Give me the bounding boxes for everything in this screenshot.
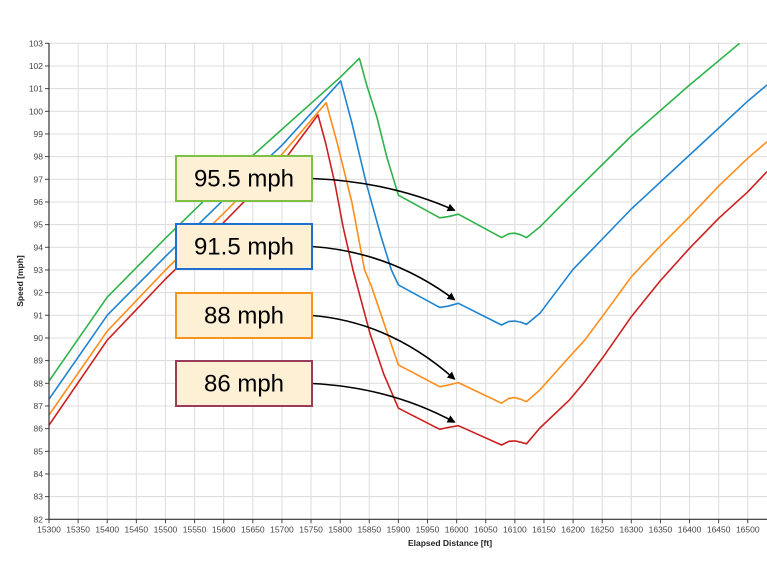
x-tick-label: 15900 [387, 524, 411, 534]
x-tick-label: 15500 [154, 524, 178, 534]
y-tick-label: 84 [34, 469, 44, 479]
y-tick-label: 102 [29, 61, 43, 71]
x-tick-label: 16150 [532, 524, 556, 534]
y-tick-label: 101 [29, 84, 43, 94]
x-tick-label: 16400 [678, 524, 702, 534]
x-tick-label: 15550 [183, 524, 207, 534]
annotation-label: 95.5 mph [194, 166, 294, 193]
y-tick-label: 97 [34, 174, 44, 184]
annotation-label: 86 mph [204, 371, 284, 398]
series-line-1 [49, 43, 741, 382]
annotation-2: 91.5 mph [175, 223, 456, 301]
x-tick-label: 16500 [736, 524, 760, 534]
y-tick-label: 94 [34, 242, 44, 252]
x-tick-label: 16100 [503, 524, 527, 534]
x-tick-label: 15950 [416, 524, 440, 534]
x-tick-label: 16250 [590, 524, 614, 534]
x-tick-label: 15600 [212, 524, 236, 534]
y-axis-title: Speed [mph] [15, 255, 25, 307]
y-tick-label: 99 [34, 129, 44, 139]
annotation-1: 95.5 mph [175, 155, 456, 212]
x-tick-label: 15300 [37, 524, 61, 534]
y-tick-label: 88 [34, 378, 44, 388]
x-tick-label: 16300 [619, 524, 643, 534]
axes: 15300 15350 15400 15450 15500 15550 15600 15650… [29, 38, 767, 534]
y-tick-label: 93 [34, 265, 44, 275]
annotations: 95.5 mph 91.5 mph 88 mph 86 mph [175, 155, 456, 423]
y-tick-label: 96 [34, 197, 44, 207]
y-tick-label: 85 [34, 446, 44, 456]
annotation-arrow [311, 177, 456, 212]
grid [48, 42, 767, 520]
annotation-arrow [311, 314, 456, 380]
y-tick-label: 83 [34, 492, 44, 502]
x-tick-label: 15800 [328, 524, 352, 534]
y-tick-label: 82 [34, 514, 44, 524]
y-tick-label: 87 [34, 401, 44, 411]
x-axis-title: Elapsed Distance [ft] [408, 538, 492, 548]
y-tick-label: 95 [34, 220, 44, 230]
y-tick-label: 89 [34, 356, 44, 366]
x-tick-label: 15750 [299, 524, 323, 534]
x-tick-label: 16200 [561, 524, 585, 534]
x-tick-label: 16050 [474, 524, 498, 534]
series-line-4 [49, 114, 767, 446]
annotation-label: 88 mph [204, 303, 284, 330]
series-line-2 [49, 80, 767, 400]
y-tick-label: 91 [34, 310, 44, 320]
y-tick-label: 98 [34, 152, 44, 162]
y-tick-label: 92 [34, 288, 44, 298]
x-tick-label: 16350 [649, 524, 673, 534]
x-tick-label: 15850 [357, 524, 381, 534]
x-tick-label: 16450 [707, 524, 731, 534]
y-tick-label: 86 [34, 424, 44, 434]
annotation-box [175, 223, 313, 270]
x-tick-label: 15400 [95, 524, 119, 534]
x-tick-label: 15700 [270, 524, 294, 534]
y-tick-label: 103 [29, 38, 43, 48]
annotation-4: 86 mph [175, 360, 456, 423]
x-tick-label: 15450 [125, 524, 149, 534]
x-tick-label: 15650 [241, 524, 265, 534]
y-tick-label: 90 [34, 333, 44, 343]
annotation-3: 88 mph [175, 292, 456, 380]
y-tick-label: 100 [29, 106, 43, 116]
annotation-arrow [311, 245, 456, 301]
series-group [49, 43, 767, 446]
series-line-3 [49, 101, 767, 416]
x-tick-label: 16000 [445, 524, 469, 534]
annotation-box [175, 292, 313, 339]
annotation-box [175, 155, 313, 202]
annotation-box [175, 360, 313, 407]
x-tick-label: 15350 [66, 524, 90, 534]
annotation-label: 91.5 mph [194, 234, 294, 261]
annotation-arrow [311, 382, 456, 423]
